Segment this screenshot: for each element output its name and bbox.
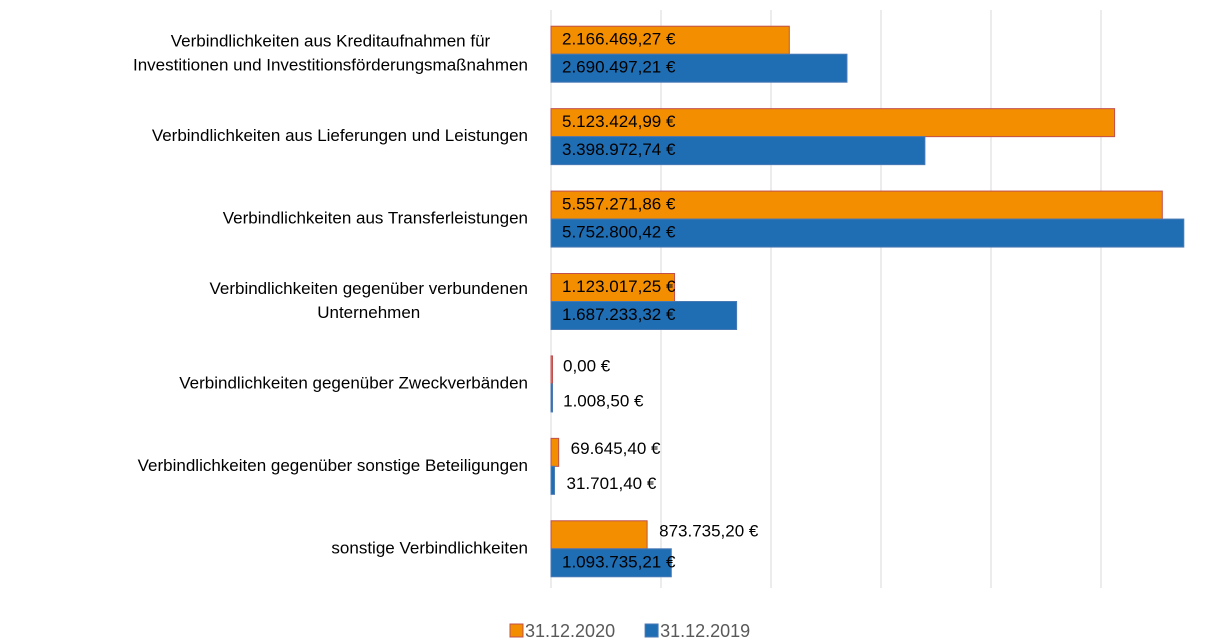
category-label: Verbindlichkeiten gegenüber sonstige Bet… bbox=[138, 456, 528, 475]
category-label: Verbindlichkeiten gegenüber verbundenen bbox=[209, 279, 528, 298]
value-label: 69.645,40 € bbox=[571, 439, 661, 458]
bar bbox=[550, 53, 848, 83]
bar bbox=[550, 190, 1163, 220]
value-label: 0,00 € bbox=[563, 356, 611, 375]
legend-swatch bbox=[509, 623, 524, 638]
value-label: 5.557.271,86 € bbox=[562, 195, 676, 214]
category-label: sonstige Verbindlichkeiten bbox=[331, 538, 528, 557]
bar bbox=[550, 108, 1116, 138]
category-label: Verbindlichkeiten aus Lieferungen und Le… bbox=[152, 126, 528, 145]
category-label: Verbindlichkeiten gegenüber Zweckverbänd… bbox=[179, 373, 528, 392]
bar bbox=[550, 273, 676, 302]
bar bbox=[550, 383, 553, 413]
value-label: 1.008,50 € bbox=[563, 391, 644, 410]
value-label: 1.093.735,21 € bbox=[562, 552, 676, 571]
bar bbox=[550, 355, 553, 385]
value-label: 2.690.497,21 € bbox=[562, 58, 676, 77]
category-label: Verbindlichkeiten aus Transferleistungen bbox=[223, 209, 528, 228]
value-label: 1.123.017,25 € bbox=[562, 277, 676, 296]
value-label: 5.123.424,99 € bbox=[562, 112, 676, 131]
bar bbox=[550, 465, 555, 495]
bar bbox=[550, 520, 648, 550]
legend-swatch bbox=[644, 623, 659, 638]
category-label: Unternehmen bbox=[317, 303, 420, 322]
value-label: 873.735,20 € bbox=[659, 521, 759, 540]
legend-label: 31.12.2019 bbox=[660, 621, 750, 641]
bar bbox=[550, 437, 560, 467]
category-label: Investitionen und Investitionsförderungs… bbox=[133, 56, 528, 75]
value-label: 2.166.469,27 € bbox=[562, 30, 676, 49]
bar bbox=[550, 136, 926, 166]
bar bbox=[550, 218, 1185, 248]
bar bbox=[550, 548, 672, 578]
value-label: 31.701,40 € bbox=[566, 474, 656, 493]
value-label: 5.752.800,42 € bbox=[562, 223, 676, 242]
legend-label: 31.12.2020 bbox=[525, 621, 615, 641]
value-label: 3.398.972,74 € bbox=[562, 140, 676, 159]
category-label: Verbindlichkeiten aus Kreditaufnahmen fü… bbox=[171, 32, 491, 51]
bar bbox=[550, 301, 738, 330]
value-label: 1.687.233,32 € bbox=[562, 305, 676, 324]
